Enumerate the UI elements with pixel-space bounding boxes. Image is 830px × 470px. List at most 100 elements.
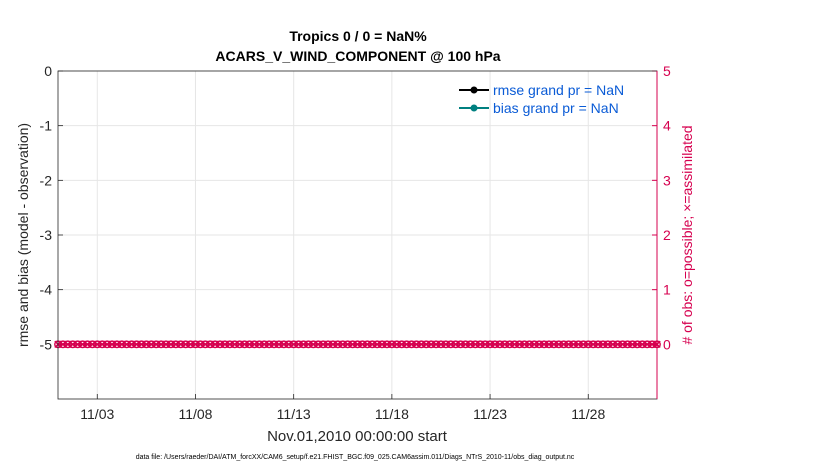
obs-possible-marker	[604, 340, 612, 349]
right-y-axis-label: # of obs: o=possible; ×=assimilated	[679, 125, 695, 344]
obs-possible-marker	[117, 340, 126, 349]
left-y-tick-label: 0	[44, 63, 52, 79]
obs-possible-marker	[333, 340, 342, 349]
obs-possible-marker	[461, 340, 470, 349]
obs-possible-marker	[191, 340, 200, 349]
obs-possible-marker	[530, 340, 539, 349]
obs-possible-marker	[422, 340, 431, 349]
obs-possible-marker	[427, 340, 436, 349]
obs-possible-marker	[510, 340, 519, 349]
obs-possible-marker	[579, 340, 588, 349]
obs-possible-marker	[63, 340, 72, 349]
obs-possible-marker	[73, 340, 82, 349]
obs-possible-marker	[309, 340, 318, 349]
left-y-tick-label: -1	[40, 118, 53, 134]
obs-possible-marker	[486, 340, 494, 349]
left-y-tick-label: -5	[40, 336, 53, 352]
right-y-tick-label: 3	[663, 172, 671, 188]
obs-possible-marker	[201, 340, 210, 349]
obs-possible-marker	[397, 340, 406, 349]
obs-possible-marker	[456, 340, 465, 349]
obs-possible-marker	[412, 340, 421, 349]
obs-possible-marker	[441, 340, 450, 349]
obs-possible-marker	[338, 340, 347, 349]
legend-rmse-label: rmse grand pr = NaN	[493, 82, 624, 98]
obs-possible-marker	[495, 340, 504, 349]
obs-possible-marker	[608, 340, 617, 349]
obs-possible-marker	[491, 340, 499, 349]
obs-possible-marker	[623, 340, 632, 349]
obs-possible-marker	[147, 340, 156, 349]
x-tick-label: 11/23	[473, 406, 507, 422]
obs-possible-marker	[515, 340, 524, 349]
obs-possible-marker	[520, 340, 529, 349]
obs-possible-marker	[363, 340, 372, 349]
data-file-footer: data file: /Users/raeder/DAI/ATM_forcXX/…	[136, 454, 575, 461]
obs-possible-marker	[368, 340, 377, 349]
x-tick-label: 11/18	[375, 406, 409, 422]
obs-possible-marker	[574, 340, 583, 349]
obs-possible-marker	[152, 340, 161, 349]
obs-possible-marker	[417, 340, 426, 349]
obs-possible-marker	[240, 340, 249, 349]
obs-possible-marker	[289, 340, 298, 349]
obs-possible-marker	[353, 340, 362, 349]
legend: rmse grand pr = NaN bias grand pr = NaN	[459, 82, 624, 116]
obs-possible-marker	[270, 340, 278, 349]
obs-possible-marker	[383, 340, 391, 349]
legend-bias-label: bias grand pr = NaN	[493, 100, 619, 116]
obs-possible-marker	[88, 340, 97, 349]
obs-possible-marker	[500, 340, 509, 349]
obs-possible-marker	[245, 340, 254, 349]
obs-possible-marker	[299, 340, 308, 349]
obs-possible-marker	[378, 340, 386, 349]
x-axis-ticks: 11/03 11/08 11/13 11/18 11/23 11/28	[80, 394, 605, 422]
obs-possible-marker	[176, 340, 185, 349]
obs-possible-marker	[628, 340, 637, 349]
chart-title-line1: Tropics 0 / 0 = NaN%	[289, 28, 427, 44]
obs-possible-marker	[643, 340, 652, 349]
obs-possible-marker	[466, 340, 475, 349]
obs-possible-marker	[221, 340, 229, 349]
obs-possible-marker	[451, 340, 460, 349]
x-tick-label: 11/03	[80, 406, 114, 422]
x-tick-label: 11/13	[277, 406, 311, 422]
obs-possible-marker	[211, 340, 220, 349]
observation-markers	[54, 340, 661, 349]
obs-possible-marker	[235, 340, 244, 349]
obs-possible-marker	[633, 340, 642, 349]
left-y-axis-label: rmse and bias (model - observation)	[15, 123, 31, 347]
obs-possible-marker	[206, 340, 215, 349]
obs-possible-marker	[343, 340, 352, 349]
right-y-tick-label: 4	[663, 118, 671, 134]
obs-possible-marker	[304, 340, 313, 349]
obs-possible-marker	[481, 340, 490, 349]
obs-possible-marker	[437, 340, 445, 349]
obs-possible-marker	[171, 340, 180, 349]
obs-possible-marker	[181, 340, 190, 349]
obs-possible-marker	[142, 340, 151, 349]
obs-possible-marker	[594, 340, 602, 349]
obs-possible-marker	[432, 340, 440, 349]
obs-possible-marker	[613, 340, 622, 349]
left-y-tick-label: -2	[40, 172, 53, 188]
x-axis-label: Nov.01,2010 00:00:00 start	[267, 428, 448, 445]
obs-possible-marker	[599, 340, 607, 349]
obs-possible-marker	[589, 340, 598, 349]
obs-possible-marker	[108, 340, 116, 349]
obs-possible-marker	[549, 340, 558, 349]
obs-possible-marker	[294, 340, 303, 349]
obs-possible-marker	[132, 340, 141, 349]
legend-rmse-marker	[470, 86, 478, 94]
left-y-axis-ticks: 0 -1 -2 -3 -4 -5	[40, 63, 63, 352]
x-tick-label: 11/08	[178, 406, 212, 422]
obs-possible-marker	[564, 340, 573, 349]
obs-possible-marker	[78, 340, 87, 349]
right-y-tick-label: 2	[663, 227, 671, 243]
obs-possible-marker	[471, 340, 480, 349]
obs-possible-marker	[127, 340, 136, 349]
obs-possible-marker	[476, 340, 485, 349]
right-y-tick-label: 0	[663, 336, 671, 352]
obs-possible-marker	[196, 340, 205, 349]
